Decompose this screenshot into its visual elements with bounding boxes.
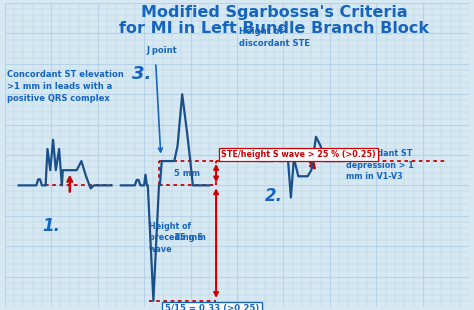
Text: Height of
discordant STE: Height of discordant STE	[239, 27, 310, 48]
Text: 5 mm: 5 mm	[174, 169, 201, 178]
Text: 5/15 = 0.33 (>0.25): 5/15 = 0.33 (>0.25)	[165, 304, 259, 310]
Text: Concordant ST elevation
>1 mm in leads with a
positive QRS complex: Concordant ST elevation >1 mm in leads w…	[7, 70, 124, 103]
Text: Modified Sgarbossa's Criteria: Modified Sgarbossa's Criteria	[141, 5, 408, 20]
Text: STE/height S wave > 25 % (>0.25): STE/height S wave > 25 % (>0.25)	[221, 150, 375, 159]
Text: Height of
preceding S
wave: Height of preceding S wave	[149, 222, 203, 254]
Text: 1.: 1.	[42, 217, 60, 235]
Text: for MI in Left Bundle Branch Block: for MI in Left Bundle Branch Block	[119, 21, 429, 36]
Text: 3.: 3.	[132, 65, 152, 83]
Text: J point: J point	[146, 46, 177, 55]
Text: Concordant ST
depression > 1
mm in V1-V3: Concordant ST depression > 1 mm in V1-V3	[346, 149, 414, 181]
Text: 15 mm: 15 mm	[174, 232, 206, 241]
Text: 2.: 2.	[265, 187, 283, 205]
